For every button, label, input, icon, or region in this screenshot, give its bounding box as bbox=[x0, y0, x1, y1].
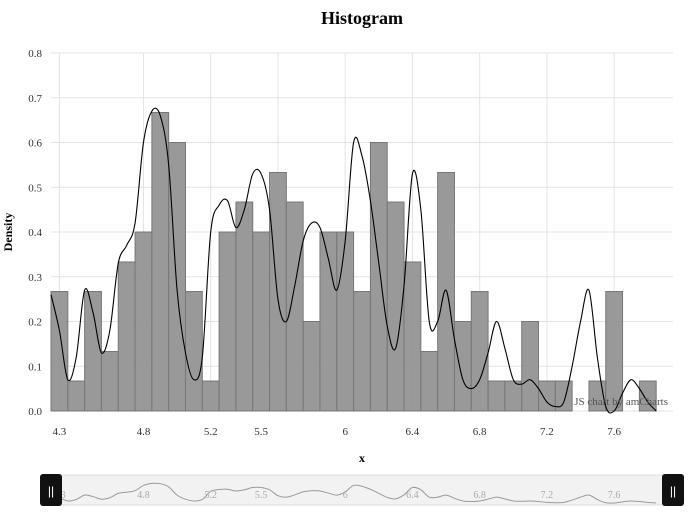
histogram-bar-27[interactable] bbox=[504, 380, 523, 412]
scrollbar-left-grip[interactable]: || bbox=[40, 474, 62, 506]
histogram-bar-12[interactable] bbox=[252, 231, 271, 412]
x-tick-label-0: 4.3 bbox=[53, 426, 67, 438]
x-axis-ticks: 4.3 4.8 5.2 5.5 6 6.4 6.8 7.2 7.6 bbox=[53, 426, 622, 438]
scrollbar-preview-curve bbox=[50, 482, 657, 504]
y-axis-ticks: 0.0 0.1 0.2 0.3 0.4 0.5 0.6 0.7 0.8 bbox=[28, 48, 42, 418]
x-axis-label: x bbox=[359, 451, 365, 465]
right-grip-icon: || bbox=[670, 484, 676, 498]
histogram-bar-17[interactable] bbox=[336, 231, 355, 412]
histogram-bar-15[interactable] bbox=[302, 321, 321, 412]
scrollbar-right-grip[interactable]: || bbox=[662, 474, 684, 506]
y-tick-label-2: 0.2 bbox=[28, 317, 42, 329]
histogram-bar-33[interactable] bbox=[605, 291, 624, 412]
scrollbar-tick-label-3: 5.5 bbox=[255, 490, 268, 501]
bars bbox=[50, 112, 657, 412]
histogram-bar-8[interactable] bbox=[184, 291, 203, 412]
histogram-bar-26[interactable] bbox=[487, 380, 506, 412]
histogram-bar-2[interactable] bbox=[84, 291, 102, 412]
y-tick-label-0: 0.0 bbox=[28, 406, 42, 418]
histogram-bar-4[interactable] bbox=[117, 261, 136, 412]
histogram-bar-22[interactable] bbox=[420, 350, 439, 412]
histogram-bar-23[interactable] bbox=[437, 171, 455, 412]
histogram-bar-11[interactable] bbox=[235, 201, 254, 412]
histogram-bar-14[interactable] bbox=[285, 201, 304, 412]
y-tick-label-4: 0.4 bbox=[28, 227, 42, 239]
scrollbar-tick-label-5: 6.4 bbox=[406, 490, 419, 501]
scrollbar-tick-label-8: 7.6 bbox=[608, 490, 621, 501]
scrollbar-track[interactable] bbox=[49, 474, 673, 506]
y-tick-label-3: 0.3 bbox=[28, 272, 42, 284]
left-grip-icon: || bbox=[48, 484, 54, 498]
x-tick-label-1: 4.8 bbox=[137, 426, 151, 438]
x-tick-label-2: 5.2 bbox=[204, 426, 218, 438]
x-tick-label-5: 6.4 bbox=[406, 426, 420, 438]
histogram-bar-9[interactable] bbox=[201, 380, 220, 412]
histogram-bar-18[interactable] bbox=[353, 291, 371, 412]
y-tick-label-6: 0.6 bbox=[28, 138, 42, 150]
scrollbar-tick-label-1: 4.8 bbox=[137, 490, 150, 501]
histogram-bar-5[interactable] bbox=[134, 231, 153, 412]
x-tick-label-3: 5.5 bbox=[254, 426, 268, 438]
histogram-bar-13[interactable] bbox=[269, 171, 287, 412]
scrollbar-tick-label-6: 6.8 bbox=[473, 490, 486, 501]
histogram-bar-7[interactable] bbox=[168, 142, 186, 412]
histogram-bar-6[interactable] bbox=[151, 112, 170, 412]
histogram-bar-1[interactable] bbox=[67, 380, 86, 412]
y-tick-label-1: 0.1 bbox=[28, 361, 42, 373]
scrollbar-tick-label-4: 6 bbox=[343, 490, 348, 501]
x-tick-label-4: 6 bbox=[342, 426, 348, 438]
scrollbar[interactable]: 4.34.85.25.566.46.87.27.6 || || bbox=[40, 474, 684, 506]
y-tick-label-7: 0.7 bbox=[28, 93, 42, 105]
histogram-bar-3[interactable] bbox=[100, 350, 119, 412]
scrollbar-tick-label-7: 7.2 bbox=[541, 490, 554, 501]
scrollbar-tick-label-2: 5.2 bbox=[204, 490, 217, 501]
chart-credit[interactable]: JS chart by amCharts bbox=[574, 396, 668, 408]
histogram-bar-21[interactable] bbox=[403, 261, 422, 412]
x-tick-label-6: 6.8 bbox=[473, 426, 487, 438]
histogram-bar-19[interactable] bbox=[369, 142, 388, 412]
density-curve bbox=[50, 107, 657, 414]
histogram-bar-10[interactable] bbox=[218, 231, 237, 412]
histogram-bar-28[interactable] bbox=[521, 321, 540, 412]
chart-title: Histogram bbox=[321, 8, 403, 28]
histogram-bar-25[interactable] bbox=[470, 291, 489, 412]
x-tick-label-7: 7.2 bbox=[540, 426, 554, 438]
histogram-bar-0[interactable] bbox=[50, 291, 69, 412]
y-tick-label-8: 0.8 bbox=[28, 48, 42, 60]
y-tick-label-5: 0.5 bbox=[28, 182, 42, 194]
histogram-bar-35[interactable] bbox=[638, 380, 657, 412]
y-axis-label: Density bbox=[1, 213, 15, 252]
histogram-bar-24[interactable] bbox=[453, 321, 472, 412]
x-tick-label-8: 7.6 bbox=[607, 426, 621, 438]
